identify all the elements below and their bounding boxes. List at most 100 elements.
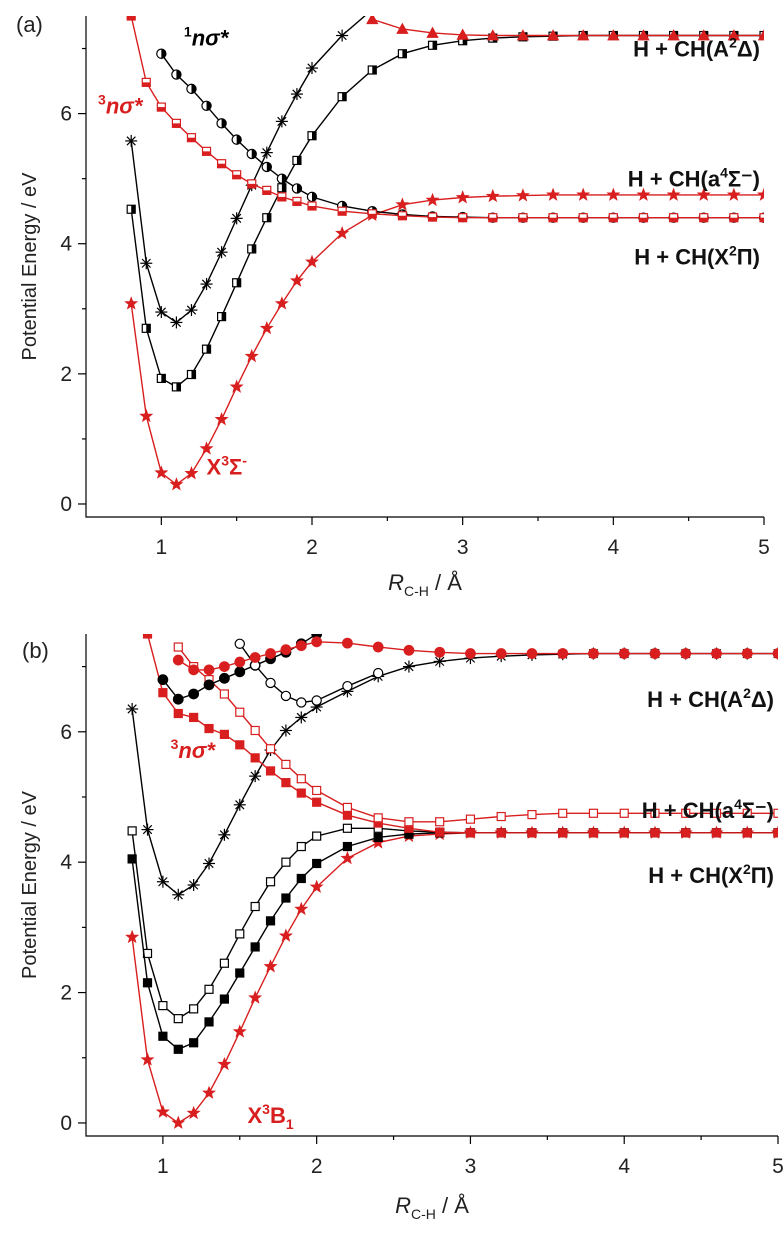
state-label: 3nσ* xyxy=(171,736,217,763)
triangle-marker xyxy=(607,29,620,41)
square-marker-fill xyxy=(609,217,618,222)
square-marker xyxy=(235,740,245,750)
square-marker xyxy=(342,802,353,813)
x-tick-label: 3 xyxy=(457,536,469,559)
circle-marker xyxy=(234,656,246,668)
square-marker-fill xyxy=(338,211,347,216)
square-marker xyxy=(742,828,752,838)
star-marker xyxy=(169,477,184,491)
square-marker-fill xyxy=(142,82,151,87)
asymptote-label: H + CH(A2Δ) xyxy=(647,685,774,712)
square-marker xyxy=(281,778,291,788)
star-marker xyxy=(274,296,289,310)
asymptote-label: H + CH(X2Π) xyxy=(648,861,774,888)
asymptote-label: H + CH(A2Δ) xyxy=(633,35,760,62)
asterisk-marker xyxy=(216,247,227,257)
chart-panel-a: 1 2 3 4 5 0 2 4 6 Potential Energy / eV RC-H / Å (a… xyxy=(16,5,770,599)
star-marker xyxy=(214,412,229,426)
star-marker xyxy=(666,187,681,201)
x-tick-label: 1 xyxy=(157,1155,169,1178)
square-marker xyxy=(681,808,691,818)
square-marker-fill xyxy=(342,92,347,101)
square-marker-fill xyxy=(176,382,181,391)
y-axis-label: Potential Energy / eV xyxy=(19,172,41,361)
square-marker xyxy=(558,828,568,838)
square-marker xyxy=(619,808,629,818)
circle-marker xyxy=(218,672,230,684)
circle-marker-fill xyxy=(176,69,181,80)
asterisk-marker xyxy=(368,5,376,13)
circle-marker xyxy=(372,667,384,679)
x-tick-label: 5 xyxy=(758,536,770,559)
asterisk-marker xyxy=(231,213,242,224)
asymptote-label: H + CH(a4Σ⁻) xyxy=(642,796,774,823)
square-marker-fill xyxy=(518,217,527,222)
series-line xyxy=(130,194,764,486)
star-marker xyxy=(184,466,199,480)
circle-marker xyxy=(372,641,384,653)
square-marker xyxy=(219,994,229,1004)
square-marker xyxy=(650,828,660,838)
square-marker xyxy=(342,841,353,852)
square-marker-fill xyxy=(191,370,196,379)
y-tick-label: 4 xyxy=(60,851,72,874)
square-marker xyxy=(465,814,476,824)
square-marker-fill xyxy=(217,163,226,168)
square-marker xyxy=(250,753,260,763)
square-marker xyxy=(189,1038,199,1048)
star-marker xyxy=(340,850,355,865)
square-marker-fill xyxy=(277,196,286,201)
circle-marker xyxy=(434,646,446,658)
square-marker xyxy=(235,929,245,939)
square-marker-fill xyxy=(187,137,196,142)
series-0 xyxy=(124,187,764,491)
square-marker xyxy=(342,823,353,833)
triangle-marker xyxy=(366,16,379,25)
square-marker-fill xyxy=(579,217,588,222)
y-axis-label: Potential Energy / eV xyxy=(19,790,41,979)
square-marker xyxy=(142,634,153,639)
circle-marker-fill xyxy=(191,84,197,94)
square-marker xyxy=(435,827,445,837)
asterisk-marker xyxy=(307,63,317,73)
star-marker xyxy=(546,187,561,201)
circle-marker xyxy=(588,648,599,659)
square-marker xyxy=(373,813,383,823)
series-2 xyxy=(127,823,778,1024)
square-marker xyxy=(742,808,752,818)
star-marker xyxy=(485,188,500,203)
asterisk-marker xyxy=(156,307,167,317)
asterisk-marker xyxy=(173,890,183,900)
triangle-marker xyxy=(697,29,710,41)
square-marker-fill xyxy=(202,151,211,156)
x-tick-label: 4 xyxy=(607,536,619,559)
y-tick-label: 2 xyxy=(60,982,72,1005)
series-line xyxy=(130,16,764,219)
star-marker xyxy=(259,320,274,335)
square-marker-fill xyxy=(639,217,648,222)
series-4 xyxy=(142,634,778,838)
asterisk-marker xyxy=(186,305,197,315)
series-4 xyxy=(126,16,764,223)
square-marker-fill xyxy=(428,217,437,222)
series-line xyxy=(130,16,366,324)
asterisk-marker xyxy=(141,258,151,268)
triangle-marker xyxy=(727,29,741,41)
state-label: X3Σ- xyxy=(207,453,248,480)
square-marker-fill xyxy=(221,312,226,321)
circle-marker xyxy=(172,693,184,705)
star-marker xyxy=(726,187,741,201)
square-marker-fill xyxy=(157,107,166,112)
circle-marker-fill xyxy=(251,149,257,159)
asterisk-marker xyxy=(292,89,302,99)
square-marker-fill xyxy=(131,205,136,214)
circle-marker xyxy=(265,648,276,659)
square-marker xyxy=(173,1014,183,1024)
square-marker xyxy=(142,978,153,988)
square-marker-fill xyxy=(764,32,768,40)
square-marker xyxy=(773,828,778,838)
square-marker-fill xyxy=(549,217,558,222)
asterisk-marker xyxy=(281,725,291,736)
square-marker xyxy=(296,873,306,884)
square-marker xyxy=(235,968,245,978)
